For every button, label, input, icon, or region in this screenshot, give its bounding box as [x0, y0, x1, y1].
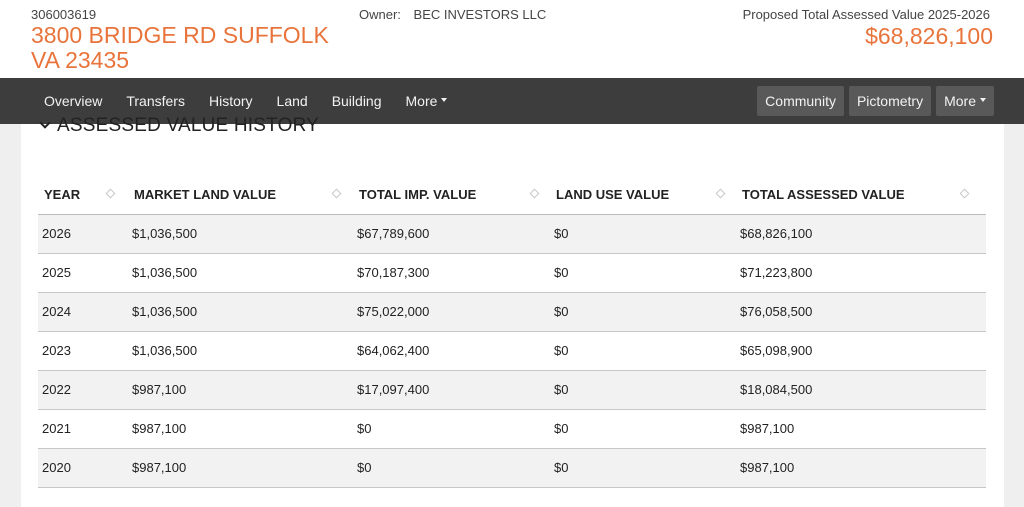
cell-total-assessed-value: $68,826,100 — [736, 214, 986, 254]
section-header[interactable]: ASSESSED VALUE HISTORY — [39, 115, 320, 137]
column-header-label: MARKET LAND VALUE — [134, 187, 277, 203]
nav-more-label: More — [405, 93, 438, 109]
sort-icon — [331, 188, 342, 199]
table-row: 2021 $987,100 $0 $0 $987,100 — [38, 409, 986, 449]
cell-market-land-value: $1,036,500 — [128, 331, 353, 371]
cell-total-assessed-value: $18,084,500 — [736, 370, 986, 410]
address-line-2: VA 23435 — [31, 47, 130, 73]
table-header-row: YEAR MARKET LAND VALUE TOTAL IMP. VALUE … — [38, 176, 986, 215]
nav-overview[interactable]: Overview — [44, 93, 103, 109]
pictometry-button[interactable]: Pictometry — [848, 86, 932, 116]
parcel-id: 306003619 — [31, 7, 97, 22]
cell-market-land-value: $987,100 — [128, 409, 353, 449]
cell-total-imp-value: $0 — [353, 409, 550, 449]
navbar: Overview Transfers History Land Building… — [0, 78, 1024, 124]
cell-land-use-value: $0 — [550, 409, 736, 449]
cell-market-land-value: $1,036,500 — [128, 214, 353, 254]
cell-year: 2026 — [38, 214, 128, 254]
owner-info: Owner: BEC INVESTORS LLC — [359, 7, 546, 22]
column-header-land-use-value[interactable]: LAND USE VALUE — [550, 176, 736, 215]
cell-total-imp-value: $75,022,000 — [353, 292, 550, 332]
caret-down-icon — [441, 98, 448, 103]
cell-land-use-value: $0 — [550, 370, 736, 410]
cell-total-assessed-value: $71,223,800 — [736, 253, 986, 293]
column-header-label: YEAR — [44, 187, 81, 203]
column-header-label: LAND USE VALUE — [556, 187, 670, 203]
cell-market-land-value: $1,036,500 — [128, 253, 353, 293]
sort-icon — [715, 188, 726, 199]
more-button[interactable]: More — [936, 86, 994, 116]
cell-year: 2021 — [38, 409, 128, 449]
caret-down-icon — [980, 98, 986, 103]
value-history-table-container: YEAR MARKET LAND VALUE TOTAL IMP. VALUE … — [38, 176, 986, 488]
table-row: 2022 $987,100 $17,097,400 $0 $18,084,500 — [38, 370, 986, 410]
cell-year: 2025 — [38, 253, 128, 293]
sort-icon — [959, 188, 970, 199]
cell-land-use-value: $0 — [550, 448, 736, 488]
cell-land-use-value: $0 — [550, 214, 736, 254]
address-line-1: 3800 BRIDGE RD SUFFOLK — [31, 22, 329, 48]
table-row: 2020 $987,100 $0 $0 $987,100 — [38, 448, 986, 488]
cell-total-imp-value: $64,062,400 — [353, 331, 550, 371]
cell-land-use-value: $0 — [550, 292, 736, 332]
nav-building[interactable]: Building — [331, 93, 382, 109]
cell-total-imp-value: $17,097,400 — [353, 370, 550, 410]
column-header-label: TOTAL IMP. VALUE — [359, 187, 477, 203]
cell-total-imp-value: $67,789,600 — [353, 214, 550, 254]
cell-total-assessed-value: $987,100 — [736, 409, 986, 449]
cell-year: 2024 — [38, 292, 128, 332]
column-header-label: TOTAL ASSESSED VALUE — [742, 187, 905, 203]
cell-year: 2023 — [38, 331, 128, 371]
column-header-year[interactable]: YEAR — [38, 176, 128, 215]
cell-total-imp-value: $0 — [353, 448, 550, 488]
cell-year: 2020 — [38, 448, 128, 488]
cell-land-use-value: $0 — [550, 331, 736, 371]
column-header-market-land-value[interactable]: MARKET LAND VALUE — [128, 176, 353, 215]
cell-land-use-value: $0 — [550, 253, 736, 293]
assessed-value-label: Proposed Total Assessed Value 2025-2026 — [742, 7, 990, 22]
table-row: 2023 $1,036,500 $64,062,400 $0 $65,098,9… — [38, 331, 986, 371]
nav-history[interactable]: History — [208, 93, 253, 109]
nav-more-dropdown[interactable]: More — [394, 78, 460, 124]
chevron-down-icon — [39, 117, 51, 129]
nav-land[interactable]: Land — [276, 93, 308, 109]
community-button[interactable]: Community — [757, 86, 844, 116]
cell-market-land-value: $987,100 — [128, 370, 353, 410]
sort-icon — [105, 188, 116, 199]
assessed-value-amount: $68,826,100 — [865, 23, 993, 49]
column-header-total-assessed-value[interactable]: TOTAL ASSESSED VALUE — [736, 176, 986, 215]
section-title: ASSESSED VALUE HISTORY — [57, 115, 320, 136]
owner-label: Owner: — [359, 7, 401, 22]
table-row: 2024 $1,036,500 $75,022,000 $0 $76,058,5… — [38, 292, 986, 332]
nav-tabs: Overview Transfers History Land Building… — [32, 78, 459, 124]
table-row: 2026 $1,036,500 $67,789,600 $0 $68,826,1… — [38, 214, 986, 254]
property-address: 3800 BRIDGE RD SUFFOLK VA 23435 — [31, 23, 351, 73]
column-header-total-imp-value[interactable]: TOTAL IMP. VALUE — [353, 176, 550, 215]
cell-total-assessed-value: $76,058,500 — [736, 292, 986, 332]
table-row: 2025 $1,036,500 $70,187,300 $0 $71,223,8… — [38, 253, 986, 293]
property-header: 306003619 3800 BRIDGE RD SUFFOLK VA 2343… — [0, 0, 1024, 78]
cell-year: 2022 — [38, 370, 128, 410]
cell-total-imp-value: $70,187,300 — [353, 253, 550, 293]
cell-total-assessed-value: $987,100 — [736, 448, 986, 488]
nav-buttons: Community Pictometry More — [757, 86, 994, 116]
cell-market-land-value: $987,100 — [128, 448, 353, 488]
more-button-label: More — [944, 93, 976, 109]
value-history-table: YEAR MARKET LAND VALUE TOTAL IMP. VALUE … — [38, 176, 986, 488]
sort-icon — [529, 188, 540, 199]
owner-name: BEC INVESTORS LLC — [413, 7, 547, 22]
nav-transfers[interactable]: Transfers — [126, 93, 185, 109]
cell-market-land-value: $1,036,500 — [128, 292, 353, 332]
cell-total-assessed-value: $65,098,900 — [736, 331, 986, 371]
